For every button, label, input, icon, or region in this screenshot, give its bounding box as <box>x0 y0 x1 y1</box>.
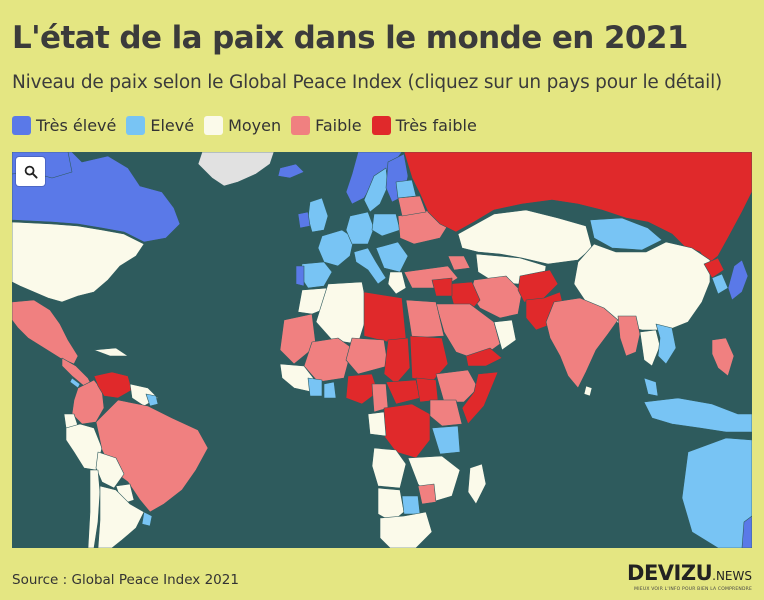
country-ghana-togo[interactable] <box>323 381 337 399</box>
country-greenland[interactable] <box>197 152 275 187</box>
country-japan[interactable] <box>727 259 749 301</box>
logo-text: DEVIZU <box>627 561 713 585</box>
country-spain[interactable] <box>299 261 333 289</box>
legend-label: Faible <box>315 116 362 135</box>
page-title: L'état de la paix dans le monde en 2021 <box>12 20 688 56</box>
country-new-zealand[interactable] <box>741 515 752 548</box>
country-caucasus[interactable] <box>447 255 471 271</box>
legend-swatch <box>126 116 146 135</box>
country-argentina[interactable] <box>97 485 145 548</box>
country-chad[interactable] <box>383 337 411 385</box>
country-baltics[interactable] <box>395 179 417 199</box>
country-senegal-gambia[interactable] <box>307 377 323 397</box>
search-icon <box>24 165 38 179</box>
country-cuba[interactable] <box>93 347 129 357</box>
country-madagascar[interactable] <box>467 463 487 505</box>
country-ireland[interactable] <box>297 211 311 229</box>
country-niger[interactable] <box>345 337 389 375</box>
country-angola[interactable] <box>371 447 407 489</box>
country-greece[interactable] <box>387 271 407 295</box>
country-botswana[interactable] <box>401 495 421 515</box>
country-somalia[interactable] <box>461 371 499 425</box>
legend-swatch <box>204 116 224 135</box>
country-malaysia[interactable] <box>643 377 659 397</box>
country-car[interactable] <box>385 379 421 405</box>
logo-tagline: MIEUX VOIR L'INFO POUR BIEN LA COMPRENDR… <box>634 587 752 592</box>
country-venezuela[interactable] <box>93 371 133 399</box>
legend-swatch <box>12 116 31 135</box>
country-sweden[interactable] <box>363 167 389 213</box>
country-australia[interactable] <box>681 437 752 548</box>
country-zambia-mozambique[interactable] <box>407 455 461 503</box>
country-french-guiana[interactable] <box>145 393 159 407</box>
country-philippines[interactable] <box>711 337 735 377</box>
country-gabon-congo[interactable] <box>367 411 387 437</box>
country-india[interactable] <box>545 297 619 389</box>
country-drc[interactable] <box>383 403 431 459</box>
legend-label: Elevé <box>150 116 195 135</box>
legend-label: Très faible <box>395 116 477 135</box>
country-south-sudan[interactable] <box>415 377 439 403</box>
page-subtitle: Niveau de paix selon le Global Peace Ind… <box>12 72 723 93</box>
country-belarus[interactable] <box>397 195 427 217</box>
country-yemen[interactable] <box>465 347 503 367</box>
country-libya[interactable] <box>363 291 407 343</box>
legend-label: Moyen <box>228 116 282 135</box>
country-egypt[interactable] <box>405 299 445 339</box>
country-syria[interactable] <box>431 277 453 297</box>
world-map-svg <box>12 152 752 548</box>
country-sudan[interactable] <box>409 335 449 383</box>
country-portugal[interactable] <box>295 265 305 287</box>
country-balkans[interactable] <box>375 241 409 273</box>
legend-swatch <box>371 116 391 135</box>
country-poland[interactable] <box>371 213 401 237</box>
country-iceland[interactable] <box>277 163 305 179</box>
legend-swatch <box>291 116 311 135</box>
country-oman-uae[interactable] <box>493 319 517 351</box>
country-kenya-uganda[interactable] <box>429 399 463 427</box>
brand-logo[interactable]: DEVIZU.NEWS MIEUX VOIR L'INFO POUR BIEN … <box>627 563 752 593</box>
country-uk[interactable] <box>307 197 329 233</box>
legend-item-tres-eleve[interactable]: Très élevé <box>12 116 116 135</box>
legend-label: Très élevé <box>36 116 117 135</box>
country-zimbabwe[interactable] <box>417 483 437 505</box>
country-mongolia[interactable] <box>589 217 663 251</box>
country-south-africa[interactable] <box>379 511 433 548</box>
logo-suffix: .NEWS <box>712 569 752 583</box>
country-kazakhstan[interactable] <box>457 209 593 265</box>
legend-item-moyen[interactable]: Moyen <box>204 116 281 135</box>
country-italy[interactable] <box>353 247 387 285</box>
country-thailand[interactable] <box>639 329 661 367</box>
country-ethiopia[interactable] <box>435 369 479 403</box>
legend-item-tres-faible[interactable]: Très faible <box>371 116 477 135</box>
world-map[interactable] <box>12 152 752 548</box>
country-mexico[interactable] <box>12 299 79 365</box>
country-bolivia[interactable] <box>95 451 125 489</box>
logo-wordmark: DEVIZU.NEWS <box>627 563 752 587</box>
country-nigeria[interactable] <box>345 373 379 405</box>
country-russia[interactable] <box>403 152 752 265</box>
country-sri-lanka[interactable] <box>583 385 593 397</box>
legend: Très élevé Elevé Moyen Faible Très faibl… <box>12 116 487 135</box>
country-western-sahara[interactable] <box>279 313 317 365</box>
legend-item-eleve[interactable]: Elevé <box>126 116 194 135</box>
country-france[interactable] <box>317 229 355 267</box>
country-north-korea[interactable] <box>703 257 725 279</box>
country-laos-vietnam[interactable] <box>655 323 677 365</box>
zoom-button[interactable] <box>16 157 45 186</box>
country-myanmar[interactable] <box>617 315 641 357</box>
country-indonesia[interactable] <box>643 397 752 433</box>
source-text: Source : Global Peace Index 2021 <box>12 572 239 588</box>
legend-item-faible[interactable]: Faible <box>291 116 362 135</box>
country-tanzania[interactable] <box>431 425 461 455</box>
country-germany[interactable] <box>345 211 375 245</box>
country-usa[interactable] <box>12 221 145 303</box>
country-south-korea[interactable] <box>711 273 729 295</box>
country-uruguay[interactable] <box>141 511 153 527</box>
country-chile[interactable] <box>87 469 101 548</box>
